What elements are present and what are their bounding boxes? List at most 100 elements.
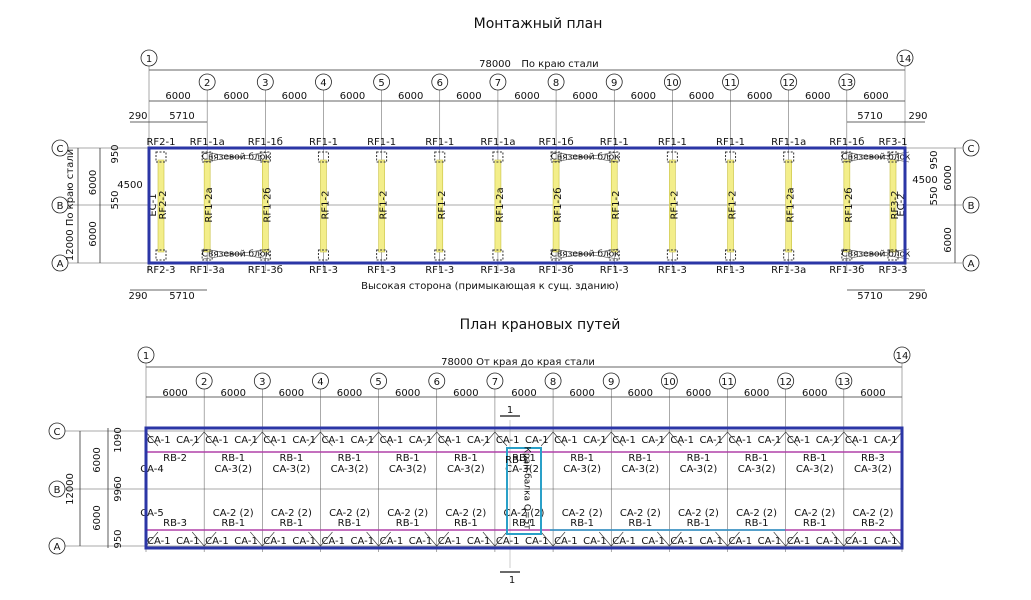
column-bottom bbox=[608, 249, 620, 261]
ca-label: CA-2 (2) bbox=[678, 508, 719, 519]
column-bottom bbox=[887, 249, 899, 261]
ca-label: CA-3(2) bbox=[214, 464, 252, 475]
top-label: RF1-1б bbox=[538, 137, 573, 148]
rb-label: RB-1 bbox=[687, 453, 711, 464]
row-label: B bbox=[57, 201, 64, 212]
frame-label: RF2-2 bbox=[158, 190, 169, 219]
column-top bbox=[201, 151, 213, 163]
ca-label: CA-1 bbox=[205, 536, 229, 547]
ca-label: CA-1 bbox=[670, 536, 694, 547]
rb-label: RB-2 bbox=[163, 453, 187, 464]
crane-outline bbox=[506, 447, 542, 535]
axis-label-circle bbox=[605, 73, 623, 91]
top-label: RF2-1 bbox=[146, 137, 175, 148]
ca-label: CA-1 bbox=[496, 435, 520, 446]
bottom-label: RF1-3б bbox=[248, 265, 283, 276]
edge-dim: 290 bbox=[128, 291, 147, 302]
row-label: C bbox=[968, 144, 975, 155]
axis-label-circle bbox=[315, 73, 332, 91]
axis-label-circle bbox=[312, 372, 329, 390]
bracing bbox=[203, 151, 270, 163]
ca-label: CA-1 bbox=[380, 435, 404, 446]
axis-label: 1 bbox=[143, 351, 149, 362]
ca-label: CA-1 bbox=[321, 536, 345, 547]
ca-label: CA-1 bbox=[147, 435, 171, 446]
top-label: RF1-1 bbox=[367, 137, 396, 148]
ca-label: CA-1 bbox=[729, 536, 753, 547]
side-dim: 6000 bbox=[943, 227, 954, 252]
row-label: A bbox=[54, 542, 61, 553]
top-label: RF1-1 bbox=[425, 137, 454, 148]
ca-label: CA-1 bbox=[351, 536, 375, 547]
column-bottom bbox=[666, 249, 678, 261]
frame-column bbox=[494, 159, 502, 253]
axis-label: 14 bbox=[899, 54, 912, 65]
frame-label: RF1-2 bbox=[728, 190, 739, 219]
ca-label: CA-3(2) bbox=[389, 464, 427, 475]
rb-label: RB-1 bbox=[221, 453, 245, 464]
axis-label: 8 bbox=[553, 78, 559, 89]
diagonal bbox=[843, 431, 903, 547]
rb-label: RB-3 bbox=[861, 453, 885, 464]
axis-label-circle bbox=[373, 73, 391, 91]
ca-label: CA-1 bbox=[234, 536, 258, 547]
ca-label: CA-3(2) bbox=[796, 464, 834, 475]
bracing bbox=[552, 151, 619, 163]
ca-label: CA-1 bbox=[467, 435, 491, 446]
column-bottom bbox=[317, 249, 329, 261]
frame-label: RF1-2 bbox=[379, 190, 390, 219]
span-dim: 6000 bbox=[453, 388, 478, 399]
axis-label-circle bbox=[544, 372, 562, 390]
side-dim: 6000 bbox=[92, 505, 103, 530]
edge-dim: 5710 bbox=[169, 291, 194, 302]
side-dim: 550 bbox=[110, 190, 121, 209]
ca-label: CA-1 bbox=[525, 435, 549, 446]
rb-label: RB-1 bbox=[512, 453, 536, 464]
rb-label: RB-1 bbox=[396, 453, 420, 464]
bottom-label: RF2-3 bbox=[146, 265, 175, 276]
bottom-label: RF1-3б bbox=[538, 265, 573, 276]
axis-label: 1 bbox=[146, 54, 152, 65]
overall-dim: 78000 От края до края стали bbox=[441, 357, 595, 368]
column-bottom bbox=[155, 249, 167, 261]
column-top bbox=[783, 151, 795, 163]
frame-outline bbox=[147, 146, 907, 265]
frame-label: RF1-2 bbox=[669, 190, 680, 219]
axis-label-circle bbox=[719, 372, 736, 390]
axis-label: 11 bbox=[724, 78, 737, 89]
bottom-label: RF1-3 bbox=[600, 265, 629, 276]
bottom-label: RF1-3б bbox=[829, 265, 864, 276]
ca-label: CA-2 (2) bbox=[271, 508, 312, 519]
frame-column bbox=[610, 159, 618, 253]
diagonal bbox=[611, 431, 670, 547]
rb-label: RB-1 bbox=[512, 518, 536, 529]
bracing-label: Связевой блок bbox=[551, 153, 621, 163]
span-dim: 6000 bbox=[514, 91, 539, 102]
span-dim: 6000 bbox=[162, 388, 187, 399]
rb-label: RB-1 bbox=[745, 518, 769, 529]
frame-column bbox=[378, 159, 385, 253]
ca-label: CA-1 bbox=[583, 435, 607, 446]
axis-label: 5 bbox=[378, 78, 384, 89]
row-label-circle bbox=[51, 139, 69, 157]
bottom-label: RF1-3a bbox=[190, 265, 225, 276]
ca-label: CA-1 bbox=[554, 536, 578, 547]
diagonal bbox=[145, 431, 205, 547]
row-label: A bbox=[968, 259, 975, 270]
row-label: A bbox=[57, 259, 64, 270]
bracing-label: Связевой блок bbox=[202, 153, 272, 163]
diagonal bbox=[727, 431, 786, 547]
edge-dim: 290 bbox=[908, 291, 927, 302]
ca-label: CA-1 bbox=[845, 536, 869, 547]
frame-column bbox=[320, 159, 327, 253]
ca-label: CA-1 bbox=[787, 536, 811, 547]
span-dim: 6000 bbox=[282, 91, 307, 102]
note: Высокая сторона (примыкающая к сущ. здан… bbox=[361, 281, 619, 292]
span-dim: 6000 bbox=[165, 91, 190, 102]
ca-label: CA-3(2) bbox=[273, 464, 311, 475]
overall-note: По краю стали bbox=[521, 59, 598, 70]
ca-label: CA-3(2) bbox=[447, 464, 485, 475]
ca-label: CA-2 (2) bbox=[387, 508, 428, 519]
ca-label: CA-1 bbox=[496, 536, 520, 547]
column-top bbox=[434, 151, 446, 163]
